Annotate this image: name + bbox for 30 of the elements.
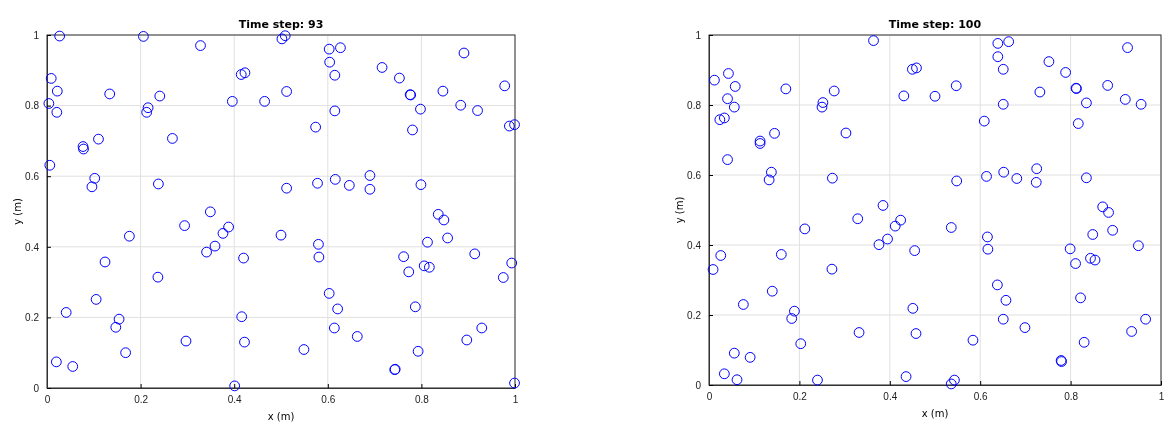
x-tick-label: 0 xyxy=(706,391,713,403)
x-tick-label: 1 xyxy=(1158,391,1165,403)
y-tick-label: 1 xyxy=(695,29,702,41)
y-tick-label: 0.2 xyxy=(687,309,702,321)
y-tick-label: 0.8 xyxy=(687,99,702,111)
y-tick-label: 0.4 xyxy=(25,241,40,253)
y-tick-label: 0.6 xyxy=(25,170,40,182)
y-tick-label: 0.8 xyxy=(25,100,40,112)
y-tick-label: 1 xyxy=(33,29,40,41)
y-tick-label: 0 xyxy=(695,379,702,391)
chart-title: Time step: 100 xyxy=(888,18,982,31)
y-tick-label: 0.2 xyxy=(25,312,40,324)
x-tick-label: 0.6 xyxy=(321,394,336,406)
y-tick-label: 0 xyxy=(33,382,40,394)
x-tick-label: 0.6 xyxy=(973,391,989,403)
y-tick-label: 0.4 xyxy=(687,239,702,251)
y-axis-title: y (m) xyxy=(12,198,23,225)
y-axis-title: y (m) xyxy=(674,196,685,224)
x-tick-label: 0 xyxy=(44,394,51,406)
x-axis-title: x (m) xyxy=(267,411,295,422)
x-tick-label: 0.2 xyxy=(792,391,808,403)
x-tick-label: 0.2 xyxy=(134,394,149,406)
chart-title: Time step: 93 xyxy=(238,18,324,31)
x-tick-label: 0.8 xyxy=(1064,391,1079,403)
x-axis-title: x (m) xyxy=(921,408,949,419)
y-tick-label: 0.6 xyxy=(687,169,702,181)
x-tick-label: 0.4 xyxy=(227,394,243,406)
x-tick-label: 0.4 xyxy=(883,391,898,403)
x-tick-label: 1 xyxy=(512,394,519,406)
x-tick-label: 0.8 xyxy=(414,394,430,406)
